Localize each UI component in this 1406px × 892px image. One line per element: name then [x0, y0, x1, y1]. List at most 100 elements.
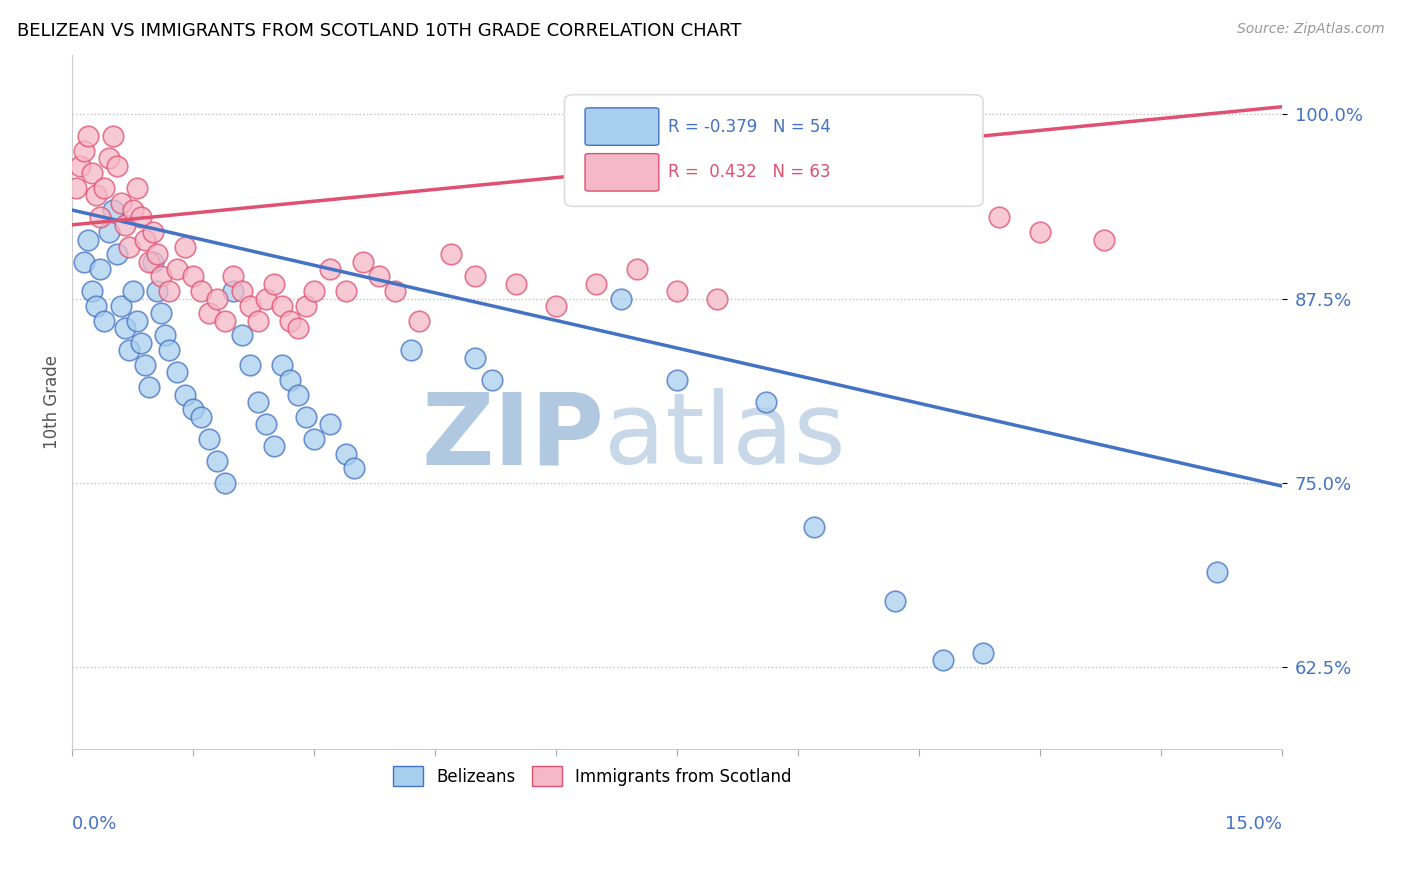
Point [118, 343, 141, 358]
Point [287, 321, 309, 335]
Point [319, 262, 342, 277]
Point [166, 262, 188, 277]
Point [198, 432, 221, 446]
Text: ZIP: ZIP [422, 388, 605, 485]
Text: Source: ZipAtlas.com: Source: ZipAtlas.com [1237, 22, 1385, 37]
Point [335, 446, 357, 460]
Point [89, 262, 111, 277]
Text: R =  0.432   N = 63: R = 0.432 N = 63 [668, 163, 831, 181]
Point [110, 299, 132, 313]
Point [747, 107, 769, 121]
Point [101, 203, 124, 218]
Point [302, 432, 325, 446]
Point [295, 409, 318, 424]
Point [440, 247, 463, 261]
Point [295, 299, 318, 313]
Point [231, 284, 253, 298]
Point [97, 225, 120, 239]
Point [207, 454, 229, 468]
Point [665, 373, 688, 387]
Point [73, 144, 96, 158]
Point [118, 240, 141, 254]
Point [129, 335, 152, 350]
Point [384, 284, 406, 298]
Point [270, 358, 292, 372]
Text: 0.0%: 0.0% [72, 815, 118, 833]
Point [97, 152, 120, 166]
Point [101, 129, 124, 144]
Point [399, 343, 422, 358]
Point [278, 373, 301, 387]
Point [93, 314, 115, 328]
Point [157, 284, 180, 298]
Point [544, 299, 567, 313]
Point [105, 159, 128, 173]
Point [138, 254, 160, 268]
Point [190, 284, 212, 298]
Point [222, 284, 245, 298]
FancyBboxPatch shape [585, 153, 659, 191]
Point [174, 387, 197, 401]
Point [198, 306, 221, 320]
Point [868, 166, 890, 180]
Point [988, 211, 1011, 225]
Point [181, 269, 204, 284]
Point [481, 373, 503, 387]
Point [287, 387, 309, 401]
Point [69, 159, 91, 173]
Point [352, 254, 374, 268]
Point [932, 653, 955, 667]
Text: atlas: atlas [605, 388, 846, 485]
Point [1092, 233, 1115, 247]
Point [505, 277, 527, 291]
Point [181, 402, 204, 417]
Point [190, 409, 212, 424]
Point [1206, 565, 1229, 579]
Point [174, 240, 197, 254]
Point [254, 417, 277, 431]
Point [146, 284, 169, 298]
Point [1029, 225, 1052, 239]
Point [129, 211, 152, 225]
Text: BELIZEAN VS IMMIGRANTS FROM SCOTLAND 10TH GRADE CORRELATION CHART: BELIZEAN VS IMMIGRANTS FROM SCOTLAND 10T… [17, 22, 741, 40]
Text: 15.0%: 15.0% [1225, 815, 1282, 833]
Point [77, 129, 100, 144]
Point [464, 269, 486, 284]
Point [105, 247, 128, 261]
Point [302, 284, 325, 298]
Point [278, 314, 301, 328]
Point [149, 269, 172, 284]
Point [114, 218, 136, 232]
Point [254, 292, 277, 306]
Point [89, 211, 111, 225]
Point [246, 314, 269, 328]
Point [142, 225, 165, 239]
Point [827, 173, 849, 187]
Point [464, 351, 486, 365]
Point [110, 195, 132, 210]
Point [77, 233, 100, 247]
Point [343, 461, 366, 475]
Point [86, 188, 108, 202]
Point [609, 292, 631, 306]
Point [82, 284, 104, 298]
Point [263, 277, 285, 291]
Point [114, 321, 136, 335]
FancyBboxPatch shape [564, 95, 983, 206]
Point [138, 380, 160, 394]
Point [125, 181, 148, 195]
Point [883, 594, 905, 608]
Point [755, 395, 778, 409]
Point [166, 365, 188, 379]
Point [665, 284, 688, 298]
Y-axis label: 10th Grade: 10th Grade [44, 355, 60, 449]
Point [134, 233, 156, 247]
Point [142, 254, 165, 268]
Point [786, 152, 808, 166]
Point [803, 520, 825, 534]
Point [214, 476, 236, 491]
Point [82, 166, 104, 180]
Point [972, 646, 994, 660]
Point [319, 417, 342, 431]
Point [335, 284, 357, 298]
